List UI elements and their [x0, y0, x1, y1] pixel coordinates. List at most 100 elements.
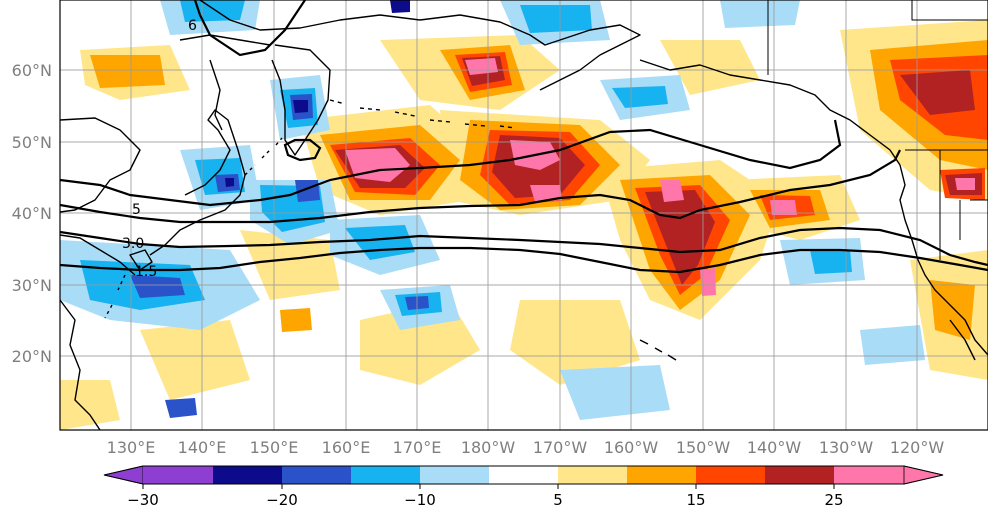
neg-core [165, 398, 197, 418]
colorbar-label: 5 [553, 491, 563, 509]
lon-label: 130°W [819, 438, 874, 457]
colorbar-label: 15 [686, 491, 705, 509]
kuril-islands [244, 137, 283, 176]
neg-patch [860, 325, 925, 365]
colorbar-bin [213, 466, 282, 484]
neg-patch [345, 225, 415, 260]
lon-label: 180°W [461, 438, 516, 457]
pos-core [660, 180, 684, 202]
contour-label: 5 [132, 202, 141, 218]
contour-6 [193, 0, 306, 57]
coast-chukotka [419, 14, 561, 46]
colorbar-bin [834, 466, 904, 484]
canada-border [767, 0, 988, 75]
contour-lines [60, 0, 988, 274]
pos-core [465, 58, 498, 75]
lat-label: 40°N [12, 204, 52, 223]
neg-core [390, 0, 410, 13]
colorbar-label: 25 [824, 491, 843, 509]
pos-patch [60, 380, 120, 430]
pos-patch [930, 280, 975, 340]
lat-label: 20°N [12, 347, 52, 366]
lon-label: 150°W [676, 438, 731, 457]
colorbar-bin [282, 466, 351, 484]
colorbar-bin [351, 466, 420, 484]
coast-canada [899, 164, 919, 261]
contour-label: 6 [188, 18, 197, 34]
pos-patch [645, 190, 715, 285]
coast-alaska-west [539, 24, 641, 91]
coast-okhotsk [179, 34, 271, 46]
coast-japan [149, 109, 246, 256]
lon-label: 170°E [393, 438, 442, 457]
coast-china-south [60, 299, 101, 430]
colorbar-bin [143, 466, 213, 484]
contour-label: 1.5 [135, 264, 157, 280]
contour-3 [60, 226, 988, 267]
lon-label: 140°W [747, 438, 802, 457]
contour-5-upper [60, 119, 842, 207]
lon-label: 140°E [178, 438, 227, 457]
contour-small-loop [283, 138, 322, 162]
coast-alaska-south [639, 59, 901, 166]
pos-patch [90, 55, 165, 88]
map-panel: 6 5 3.0 1.5 [60, 0, 988, 430]
neg-patch [612, 86, 668, 108]
lon-label: 130°E [107, 438, 156, 457]
neg-patch [520, 5, 592, 33]
anomaly-shading [60, 0, 988, 430]
colorbar-bin [765, 466, 834, 484]
hawaii-islands [639, 339, 677, 361]
coast-korea [60, 234, 136, 276]
coast-siberia [199, 0, 421, 31]
pos-patch [140, 320, 250, 400]
colorbar-bin [627, 466, 696, 484]
contour-label-group: 6 5 3.0 1.5 [122, 18, 197, 280]
pos-core [770, 200, 797, 215]
pos-core [700, 268, 716, 296]
coast-kyushu [129, 249, 153, 271]
lat-label: 60°N [12, 61, 52, 80]
colorbar-bin [420, 466, 489, 484]
neg-core [225, 178, 234, 187]
pos-patch [660, 40, 760, 95]
pos-patch [280, 308, 312, 332]
aleutian-islands [329, 99, 516, 129]
pos-patch [510, 300, 640, 385]
lon-label: 160°W [604, 438, 659, 457]
us-border [905, 149, 988, 260]
coastlines [60, 0, 988, 430]
pos-patch [900, 70, 975, 115]
colorbar: −30 −20 −10 5 15 25 [103, 465, 944, 509]
ryukyu-islands [104, 274, 126, 319]
pos-patch [240, 230, 340, 300]
pos-core [955, 178, 975, 190]
coast-us-west [917, 259, 988, 356]
lon-label: 160°E [322, 438, 371, 457]
contour-5-lower [60, 149, 901, 224]
lon-label: 150°E [250, 438, 299, 457]
graticule [60, 0, 988, 430]
lat-label: 50°N [12, 133, 52, 152]
colorbar-label: −20 [266, 491, 298, 509]
colorbar-bin [696, 466, 765, 484]
map-frame [59, 0, 988, 431]
colorbar-bin [489, 466, 558, 484]
neg-core [293, 100, 308, 113]
neg-patch [560, 365, 670, 420]
neg-core [130, 275, 185, 298]
colorbar-extend-low [103, 465, 144, 485]
colorbar-bin [558, 466, 627, 484]
colorbar-extend-high [903, 465, 944, 485]
lon-label: 120°W [890, 438, 945, 457]
longitude-labels: 130°E 140°E 150°E 160°E 170°E 180°W 170°… [107, 438, 945, 457]
lat-label: 30°N [12, 276, 52, 295]
coast-asia [60, 117, 141, 213]
colorbar-label: −10 [404, 491, 436, 509]
neg-patch [810, 250, 852, 274]
colorbar-label: −30 [127, 491, 159, 509]
contour-1.5 [60, 246, 988, 274]
contour-label: 3.0 [122, 236, 144, 252]
neg-patch [720, 0, 800, 28]
